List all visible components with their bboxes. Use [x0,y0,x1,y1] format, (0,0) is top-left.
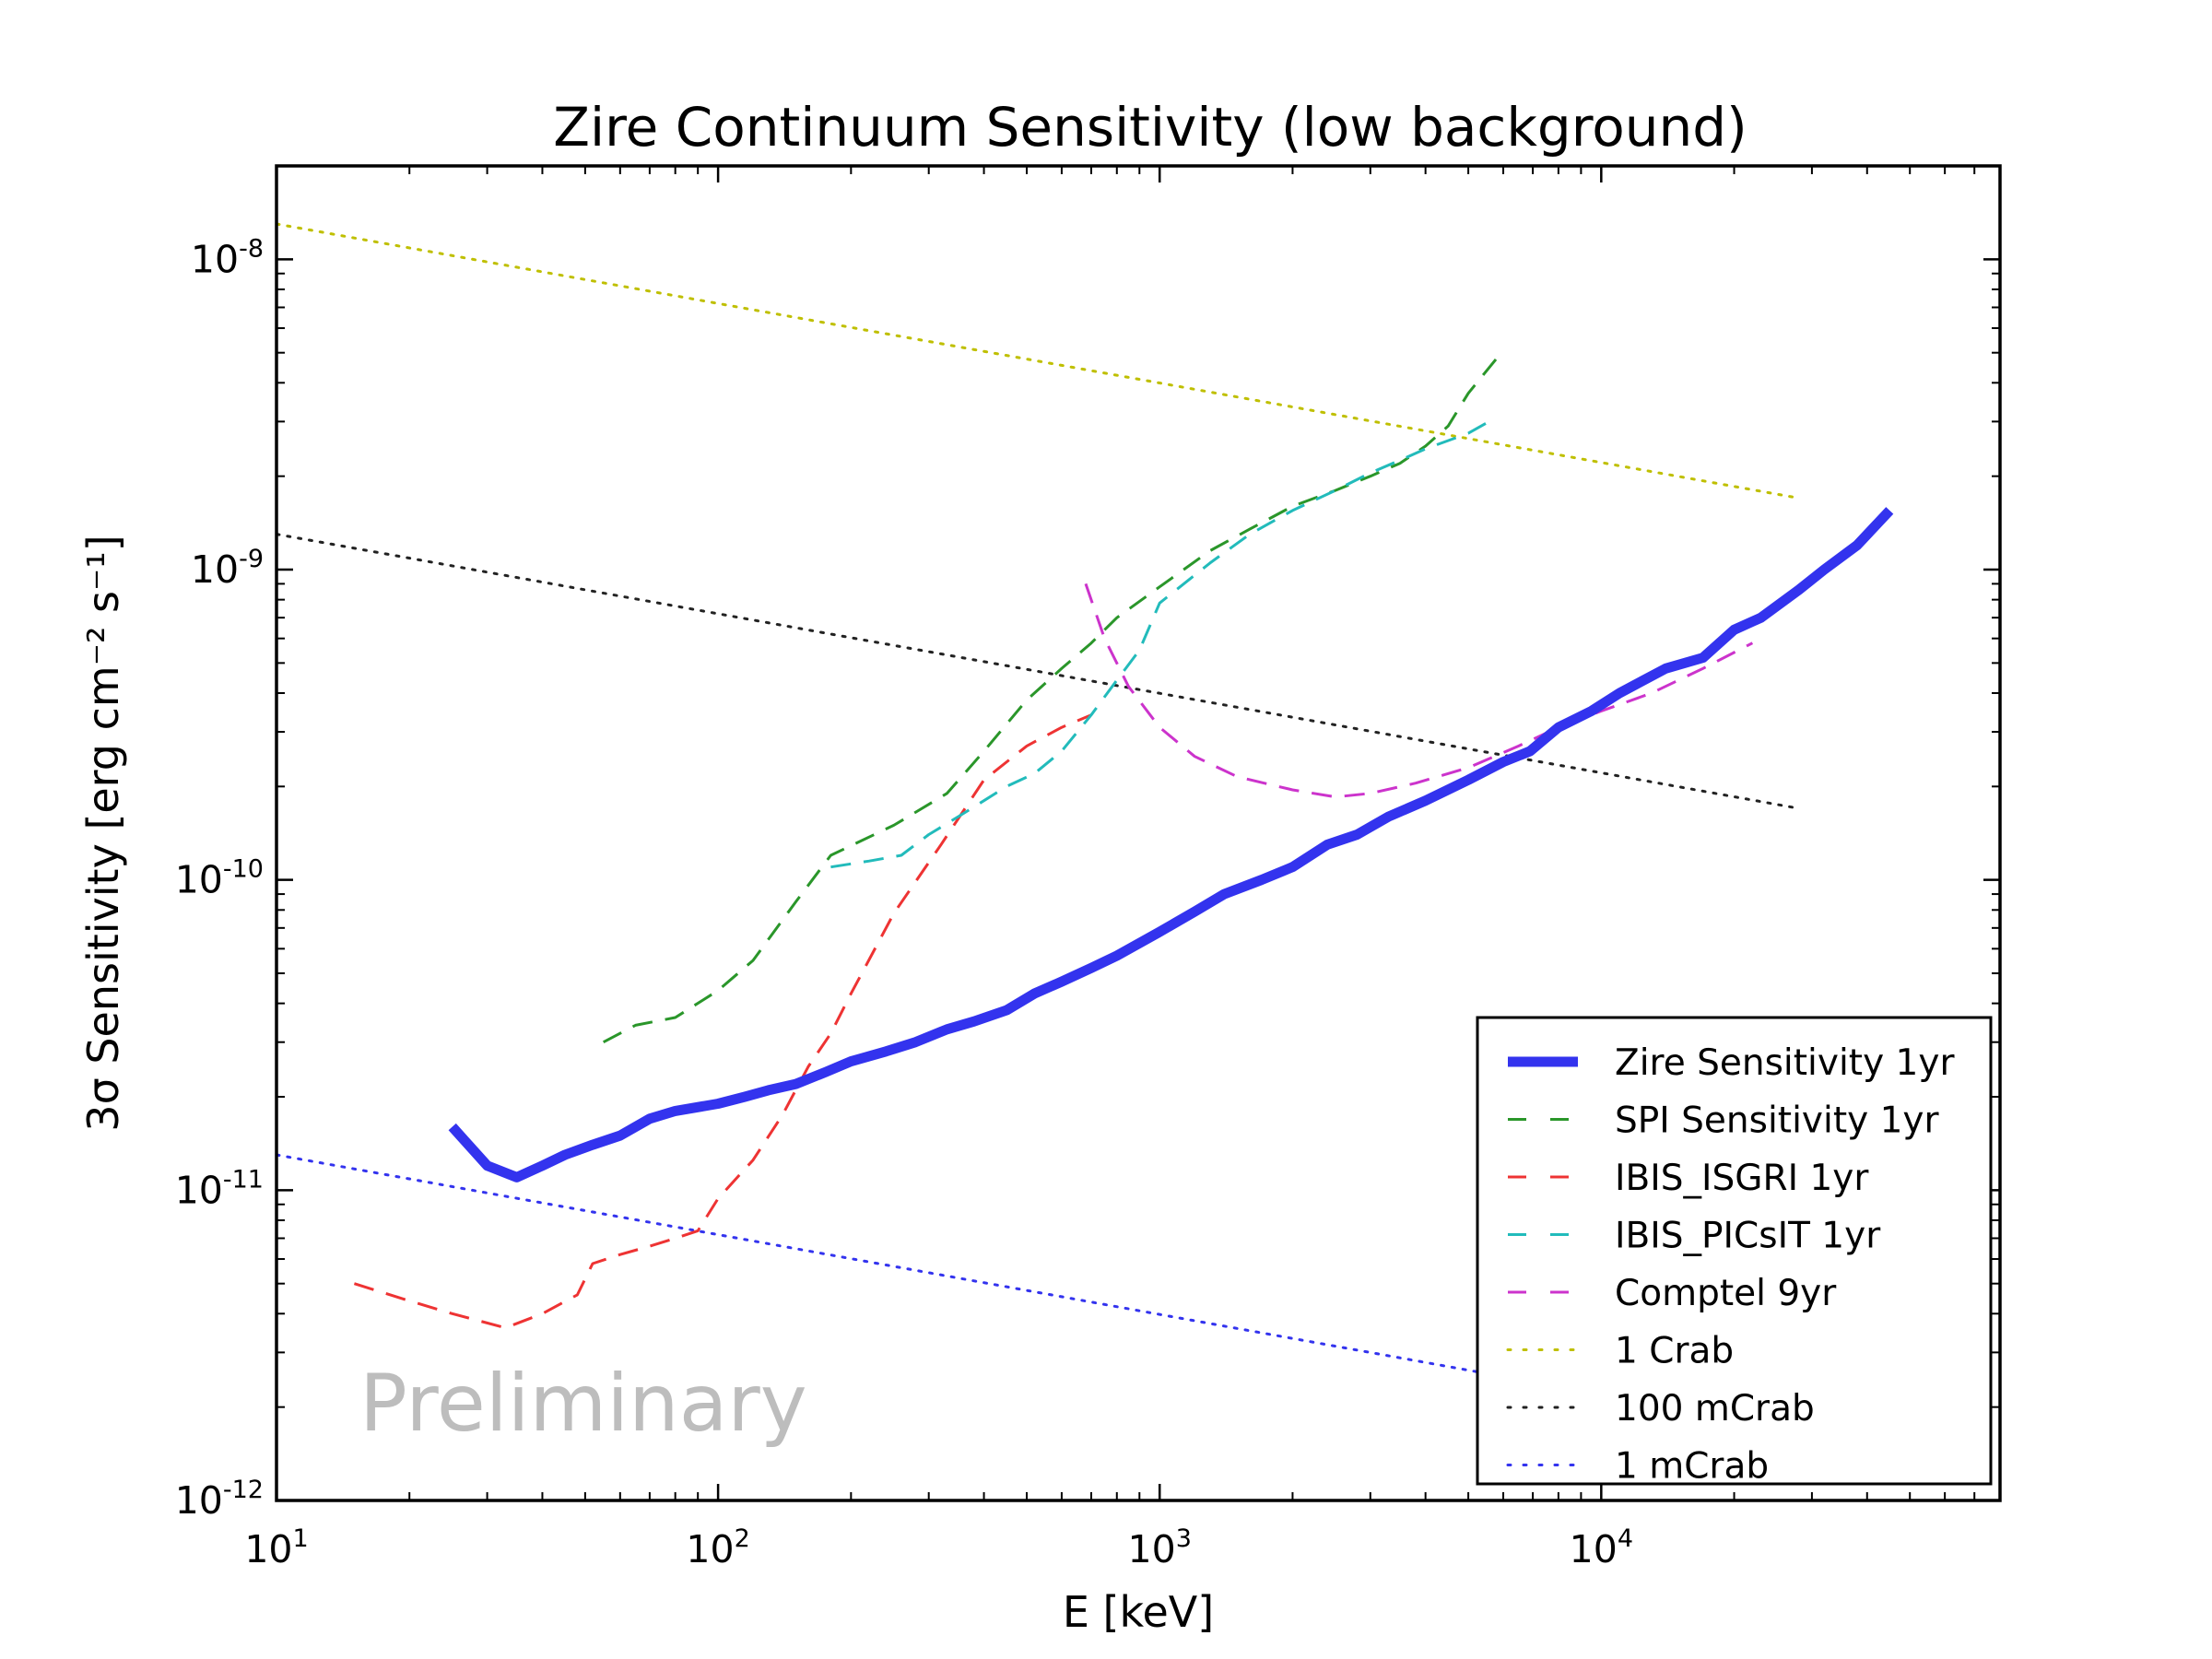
series-ibis-isgri-1yr [353,713,1092,1330]
legend-label: 1 mCrab [1615,1446,1769,1488]
x-axis-title: E [keV] [1063,1587,1214,1637]
series-100-mcrab [275,533,1801,810]
legend-label: Zire Sensitivity 1yr [1615,1042,1955,1084]
plot-frame [275,164,2002,1502]
x-tick-label: 102 [686,1524,749,1571]
x-tick-labels: 101 102 103 104 [244,1524,1633,1571]
x-tick-label: 104 [1570,1524,1633,1571]
y-tick-label: 10-12 [175,1476,264,1523]
series-ibis-picsit-1yr [830,416,1498,869]
legend-label: SPI Sensitivity 1yr [1615,1100,1939,1142]
series-spi-sensitivity-1yr [603,357,1499,1044]
y-axis-title: 3σ Sensitivity [erg cm⁻² s⁻¹] [78,535,128,1131]
x-tick-label: 103 [1128,1524,1192,1571]
series-1-mcrab [275,1153,1603,1396]
chart-title: Zire Continuum Sensitivity (low backgrou… [553,96,1747,159]
series-1-crab [275,222,1801,500]
y-tick-label: 10-10 [175,855,264,902]
legend-label: IBIS_PICsIT 1yr [1615,1216,1881,1257]
preliminary-watermark: Preliminary [359,1358,807,1450]
series-comptel-9yr [1084,582,1754,799]
legend-box [1476,1016,1993,1486]
series-layer [275,222,1894,1396]
y-tick-label: 10-9 [191,545,264,592]
series-zire-sensitivity-1yr [448,507,1894,1182]
legend-label: IBIS_ISGRI 1yr [1615,1158,1869,1199]
legend-label: Comptel 9yr [1615,1273,1837,1314]
y-tick-label: 10-8 [191,234,264,281]
legend: Zire Sensitivity 1yr SPI Sensitivity 1yr I… [1476,1016,1993,1488]
legend-label: 1 Crab [1615,1331,1734,1372]
x-tick-label: 101 [244,1524,308,1571]
y-tick-label: 10-11 [175,1165,264,1212]
y-tick-labels: 10-12 10-11 10-10 10-9 10-8 [175,234,264,1523]
legend-label: 100 mCrab [1615,1388,1815,1430]
